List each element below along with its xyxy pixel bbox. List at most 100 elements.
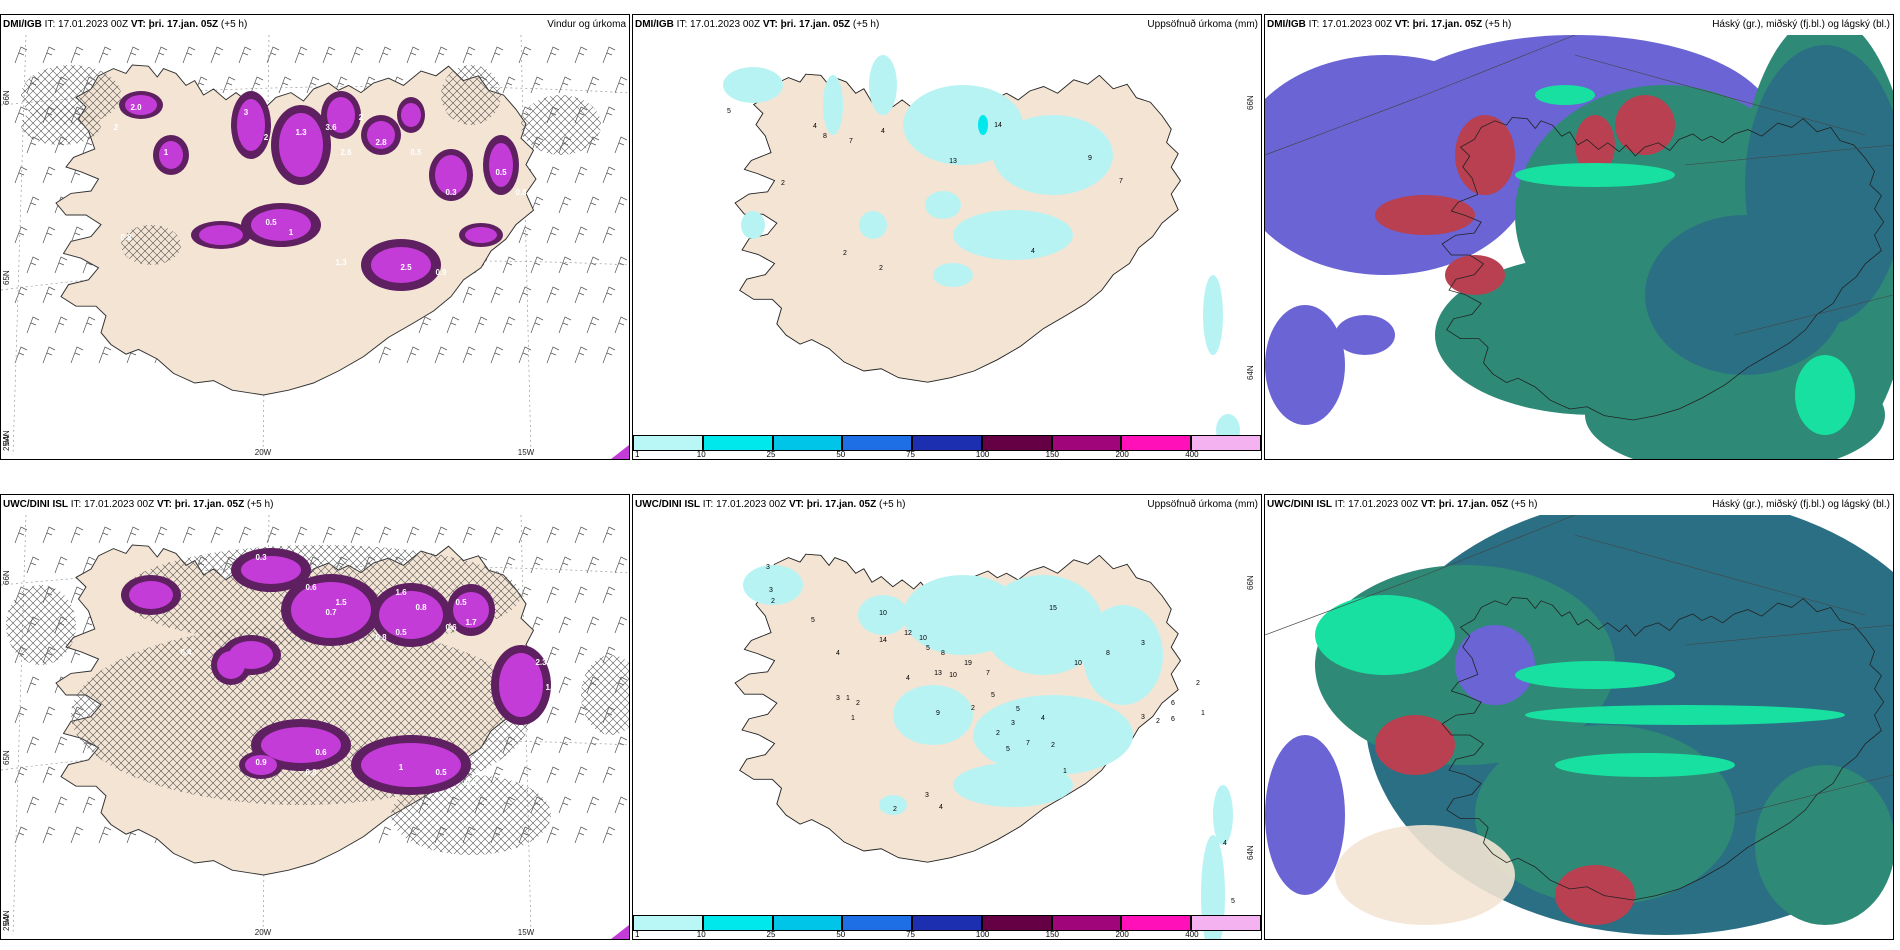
precip-value: 19: [964, 660, 972, 667]
valid-time-label: VT:: [788, 499, 804, 510]
legend-label: 10: [696, 450, 706, 459]
hatched-area: [441, 65, 501, 125]
lead-time: (+5 h): [247, 499, 274, 510]
wind-barb: [14, 166, 28, 184]
panel-header: UWC/DINI ISL IT: 17.01.2023 00Z VT: þri.…: [1265, 495, 1893, 515]
precip-value: 1.3: [295, 128, 307, 137]
legend-swatch: [772, 435, 843, 451]
init-time: IT: 17.01.2023 00Z: [676, 19, 761, 30]
map-canvas: 2.0 2 1 0.8 3 2 1.3 3.6 2.6 2 2.8 0.5 0.3 0.5 1 1.3 2.5 0…: [1, 35, 629, 459]
wind-barb: [42, 226, 56, 244]
wind-barb: [474, 316, 488, 334]
precip-value: 4: [881, 128, 885, 135]
0.95: [465, 227, 497, 243]
wind-barb: [602, 826, 616, 844]
precip-value: 0.9: [435, 268, 447, 277]
precip-value: 0.6: [315, 748, 327, 757]
model-name: UWC/DINI ISL: [3, 499, 68, 510]
1: [983, 575, 1103, 675]
0.95: [361, 743, 461, 787]
map-canvas: [1265, 35, 1893, 459]
wind-barb: [26, 676, 40, 694]
wind-barb: [446, 316, 460, 334]
wind-barb: [26, 736, 40, 754]
wind-barb: [182, 526, 196, 544]
precip-value: 1: [846, 695, 850, 702]
init-time: IT: 17.01.2023 00Z: [1334, 499, 1419, 510]
precip-value: 4: [906, 675, 910, 682]
0.95: [327, 97, 355, 133]
legend-swatch: [842, 915, 913, 931]
0.9: [1445, 255, 1505, 295]
init-time: IT: 17.01.2023 00Z: [44, 19, 129, 30]
wind-barb: [586, 796, 600, 814]
wind-barb: [42, 46, 56, 64]
model-name: DMI/IGB: [3, 19, 42, 30]
wind-barb: [574, 286, 588, 304]
precip-value: 2: [893, 806, 897, 813]
wind-barb: [462, 46, 476, 64]
wind-barb: [278, 76, 292, 94]
0.95: [499, 653, 543, 717]
legend-label: 400: [1185, 450, 1199, 459]
0.95: [1265, 735, 1345, 895]
legend-swatch: [1051, 435, 1122, 451]
wind-barb: [614, 736, 628, 754]
wind-barb: [518, 526, 532, 544]
wind-barb: [558, 256, 572, 274]
valid-time-label: VT:: [1420, 499, 1436, 510]
0.95: [217, 651, 245, 679]
0.9: [1645, 215, 1845, 375]
wind-barb: [418, 316, 432, 334]
wind-barb: [518, 46, 532, 64]
legend-label: 150: [1045, 450, 1060, 459]
lon-label: 20W: [255, 928, 272, 937]
panel-header: UWC/DINI ISL IT: 17.01.2023 00Z VT: þri.…: [633, 495, 1261, 515]
wind-barb: [502, 76, 516, 94]
0.95: [245, 755, 277, 775]
wind-barb: [490, 526, 504, 544]
legend-swatch: [1051, 915, 1122, 931]
legend-label: 50: [836, 450, 846, 459]
precip-value: 3: [1141, 640, 1145, 647]
panel-header: DMI/IGB IT: 17.01.2023 00Z VT: þri. 17.j…: [633, 15, 1261, 35]
wind-barb: [154, 526, 168, 544]
wind-barb: [558, 556, 572, 574]
precip-value: 13: [949, 158, 957, 165]
map-panel-precip: UWC/DINI ISL IT: 17.01.2023 00Z VT: þri.…: [632, 494, 1262, 940]
wind-barb: [586, 316, 600, 334]
1: [1083, 605, 1163, 705]
hatched-area: [21, 105, 101, 145]
valid-time: þri. 17.jan. 05Z: [174, 499, 245, 510]
0.95: [291, 582, 371, 638]
precip-value: 4: [1041, 715, 1045, 722]
wind-barb: [530, 316, 544, 334]
hatched-area: [391, 775, 551, 855]
0.6: [1515, 661, 1675, 689]
precip-value: 3: [836, 695, 840, 702]
precip-value: 1: [1201, 710, 1205, 717]
0.95: [1455, 625, 1535, 705]
precip-value: 5: [991, 692, 995, 699]
legend-swatch: [912, 435, 982, 451]
precip-value: 8: [1106, 650, 1110, 657]
1: [893, 685, 973, 745]
wind-barb: [602, 166, 616, 184]
precip-value: 0.8: [120, 233, 132, 242]
precip-value: 5: [1231, 898, 1235, 905]
model-name: UWC/DINI ISL: [1267, 499, 1332, 510]
wind-barb: [238, 46, 252, 64]
precip-value: 0.5: [265, 218, 277, 227]
wind-barb: [42, 166, 56, 184]
precip-value: 2: [771, 598, 775, 605]
wind-barb: [586, 76, 600, 94]
precip-value: 1.3: [335, 258, 347, 267]
wind-barb: [350, 46, 364, 64]
1: [903, 85, 1023, 165]
wind-barb: [558, 76, 572, 94]
precip-value: 14: [879, 637, 887, 644]
wind-barb: [602, 346, 616, 364]
precip-value: 2.8: [375, 138, 387, 147]
wind-barb: [558, 736, 572, 754]
wind-barb: [546, 346, 560, 364]
